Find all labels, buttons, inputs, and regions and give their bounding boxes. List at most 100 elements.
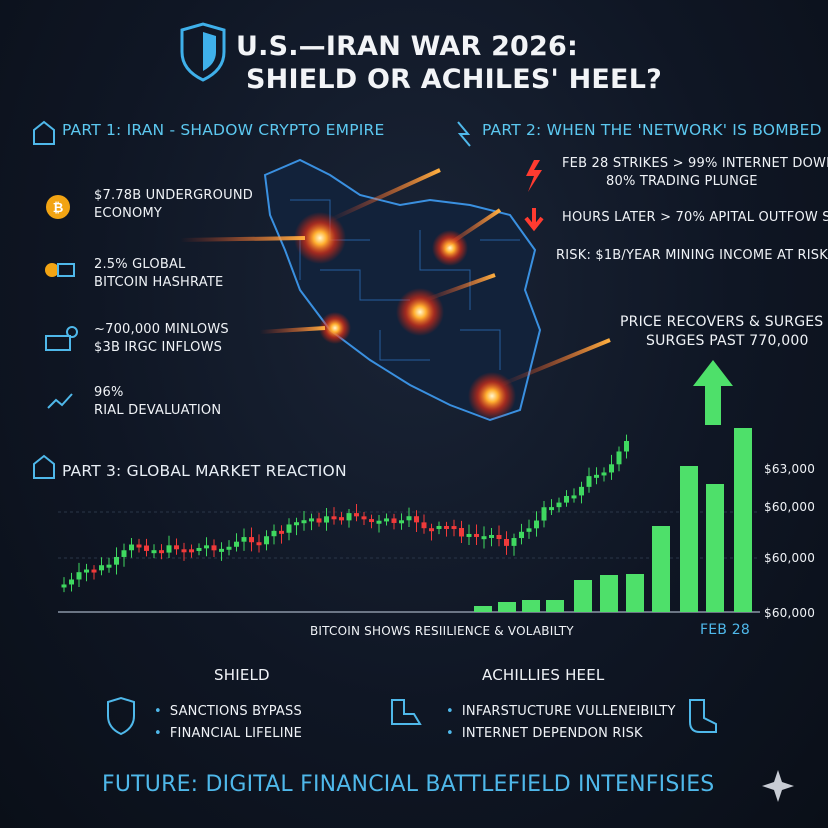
stat: RIAL DEVALUATION — [94, 403, 222, 418]
decorative-candle — [519, 531, 524, 539]
decorative-candle — [144, 545, 149, 551]
decorative-candle — [541, 507, 547, 521]
decorative-candle — [429, 528, 434, 532]
decorative-candle — [459, 528, 464, 537]
section-heading: PART 1: IRAN - SHADOW CRYPTO EMPIRE — [62, 121, 385, 139]
column-title: SHIELD — [214, 666, 270, 684]
decorative-candle — [444, 525, 449, 529]
decorative-candle — [61, 584, 67, 588]
decorative-candle — [489, 534, 494, 538]
decorative-candle — [279, 530, 284, 534]
y-label: $60,000 — [764, 606, 816, 620]
decorative-candle — [264, 536, 269, 545]
decorative-candle — [609, 464, 614, 473]
decorative-candle — [99, 565, 104, 571]
decorative-candle — [181, 549, 187, 553]
decorative-candle — [594, 474, 599, 478]
section-icons — [33, 120, 717, 736]
decorative-bar — [574, 580, 592, 612]
decorative-candle — [271, 530, 277, 537]
decorative-candle — [204, 545, 209, 549]
decorative-candle — [451, 526, 457, 530]
decorative-candle — [339, 517, 344, 521]
shield-icon — [203, 32, 216, 71]
section-heading: PART 2: WHEN THE 'NETWORK' IS BOMBED — [482, 121, 822, 139]
event: FEB 28 STRIKES > 99% INTERNET DOWN, — [562, 156, 828, 171]
decorative-candle — [151, 550, 157, 554]
decorative-candle — [159, 550, 164, 554]
missile-trails — [179, 168, 611, 387]
decorative-candle — [369, 519, 374, 523]
decorative-candle — [256, 542, 262, 546]
decorative-candle — [526, 528, 532, 532]
bullet: INFARSTUCTURE VULLENEIBILTY — [446, 704, 676, 719]
decorative-bar — [600, 575, 618, 612]
decorative-candle — [301, 520, 307, 524]
decorative-candle — [414, 516, 419, 523]
decorative-candle — [121, 550, 127, 557]
bullet: FINANCIAL LIFELINE — [154, 726, 302, 741]
decorative-candle — [294, 522, 299, 526]
decorative-candle — [316, 518, 322, 523]
decorative-candle — [84, 569, 89, 573]
decorative-candle — [166, 545, 172, 553]
decorative-candle — [406, 516, 412, 521]
decorative-candle — [174, 545, 179, 550]
y-label: $60,000 — [764, 551, 816, 565]
decorative-candle — [421, 522, 427, 529]
decorative-candle — [391, 518, 397, 523]
decorative-candle — [496, 534, 502, 540]
stat: $7.78B UNDERGROUND — [94, 188, 253, 203]
decorative-candle — [586, 476, 592, 487]
decorative-candle — [249, 537, 254, 543]
decorative-candle — [616, 451, 622, 465]
section-heading: PART 3: GLOBAL MARKET REACTION — [62, 462, 347, 480]
event: HOURS LATER > 70% APITAL OUTFOW SURGE — [562, 210, 828, 225]
decorative-bar — [734, 428, 752, 612]
sparkle — [762, 770, 794, 802]
decorative-candle — [309, 518, 314, 522]
column-title: ACHILLIES HEEL — [482, 666, 605, 684]
stat: $3B IRGC INFLOWS — [94, 340, 223, 355]
decorative-candle — [579, 486, 584, 496]
decorative-candle — [481, 536, 487, 540]
decorative-candle — [466, 533, 472, 537]
footer: FUTURE: DIGITAL FINANCIAL BATTLEFIELD IN… — [102, 772, 715, 797]
shield-icon — [180, 22, 226, 82]
decorative-candle — [601, 472, 607, 476]
decorative-candle — [346, 513, 352, 521]
stat: ECONOMY — [94, 206, 163, 221]
decorative-candle — [571, 495, 577, 499]
stat: 96% — [94, 385, 124, 400]
decorative-candle — [624, 440, 629, 452]
decorative-candle — [196, 547, 202, 551]
stat: 2.5% GLOBAL — [94, 257, 186, 272]
bullet: INTERNET DEPENDON RISK — [446, 726, 643, 741]
decorative-candle — [511, 538, 517, 546]
decorative-candle — [324, 516, 329, 523]
decorative-bar — [546, 600, 564, 612]
decorative-candle — [474, 533, 479, 537]
decorative-candle — [219, 548, 224, 552]
stat: BITCOIN HASHRATE — [94, 275, 224, 290]
stat: ~700,000 MINLOWS — [94, 322, 229, 337]
decorative-candle — [211, 545, 217, 551]
chart-caption: BITCOIN SHOWS RESIILIENCE & VOLABILTY — [310, 624, 574, 638]
decorative-candle — [69, 579, 74, 585]
decorative-candle — [354, 513, 359, 517]
decorative-bar — [680, 466, 698, 612]
callout: PRICE RECOVERS & SURGES — [620, 314, 824, 330]
price-chart — [58, 428, 760, 613]
decorative-candle — [106, 564, 112, 568]
decorative-candle — [504, 539, 509, 546]
decorative-candle — [129, 544, 134, 551]
decorative-candle — [286, 524, 292, 533]
bullet: SANCTIONS BYPASS — [154, 704, 302, 719]
decorative-bar — [652, 526, 670, 612]
decorative-candle — [114, 556, 119, 565]
decorative-candle — [76, 572, 82, 580]
up-arrow — [693, 360, 733, 425]
title: U.S.—IRAN WAR 2026: — [236, 31, 579, 62]
